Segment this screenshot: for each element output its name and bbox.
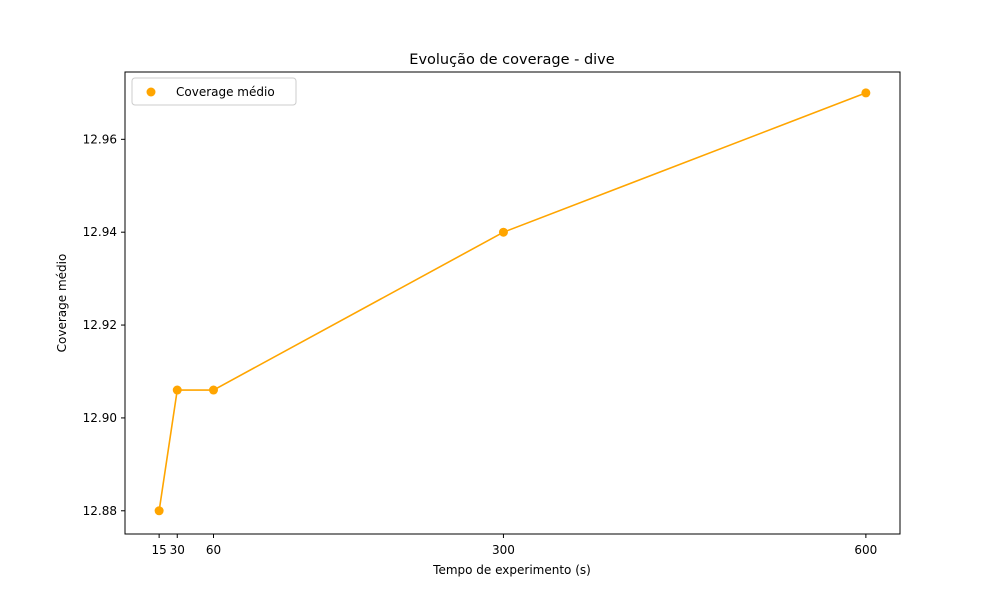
y-tick-label: 12.90 [83, 411, 117, 425]
plot-area [124, 71, 901, 535]
legend-box [131, 77, 297, 106]
chart-title: Evolução de coverage - dive [409, 52, 614, 68]
data-point [154, 506, 164, 516]
y-tick-label: 12.92 [83, 318, 117, 332]
data-point [861, 88, 871, 98]
x-tick-label: 300 [492, 543, 515, 557]
legend: Coverage médio [131, 77, 297, 106]
x-axis-label: Tempo de experimento (s) [432, 563, 591, 577]
plot-frame [124, 71, 901, 535]
y-axis-ticks: 12.88 12.90 12.92 12.94 12.96 [83, 132, 125, 518]
x-tick-label: 60 [206, 543, 221, 557]
series-layer [154, 88, 871, 516]
y-tick-label: 12.96 [83, 132, 117, 146]
x-tick-label: 600 [854, 543, 877, 557]
x-tick-label: 15 [151, 543, 166, 557]
legend-marker [146, 87, 156, 97]
legend-label: Coverage médio [176, 85, 275, 99]
data-point [172, 385, 182, 395]
x-tick-label: 30 [170, 543, 185, 557]
data-point [498, 227, 508, 237]
data-point [208, 385, 218, 395]
x-axis-ticks: 15 30 60 300 600 [151, 534, 877, 557]
y-tick-label: 12.94 [83, 225, 117, 239]
y-axis-label: Coverage médio [55, 254, 69, 353]
y-tick-label: 12.88 [83, 504, 117, 518]
